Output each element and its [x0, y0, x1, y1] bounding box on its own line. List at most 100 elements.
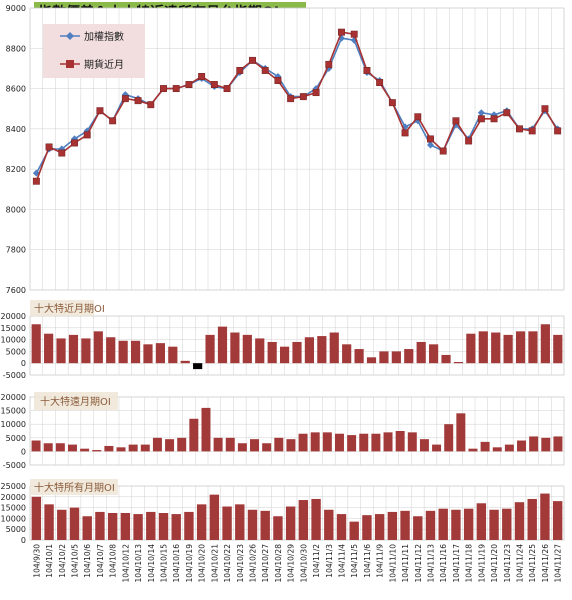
x-tick-label: 104/10/12	[121, 544, 130, 583]
far-bar	[116, 447, 126, 452]
futures-point	[325, 60, 333, 68]
x-tick-label: 104/11/9	[376, 544, 385, 578]
far-bar	[213, 437, 223, 452]
far-bar	[298, 433, 308, 452]
line-ytick-label: 7600	[6, 286, 26, 295]
all-bar	[489, 509, 499, 540]
near-ytick-label: 5000	[6, 347, 26, 356]
x-tick-label: 104/10/5	[71, 544, 80, 578]
near-bar	[304, 337, 315, 364]
near-bar	[242, 334, 252, 364]
futures-point	[185, 81, 193, 88]
all-bar	[222, 506, 232, 540]
near-bar	[56, 338, 66, 364]
x-tick-label: 104/11/12	[414, 544, 423, 583]
near-month-title: 十大特近月期OI	[34, 302, 105, 315]
near-bar	[130, 340, 141, 364]
legend-box	[43, 24, 145, 78]
all-bar	[324, 509, 334, 540]
futures-point	[338, 28, 345, 36]
x-tick-label: 104/11/27	[554, 544, 563, 583]
futures-point	[261, 66, 269, 74]
far-bar	[407, 432, 417, 452]
near-bar	[217, 326, 228, 364]
futures-point	[312, 89, 320, 97]
legend-index-marker	[66, 32, 74, 40]
futures-point	[134, 97, 142, 105]
far-bar	[274, 437, 284, 452]
far-bar	[43, 443, 53, 452]
x-tick-label: 104/10/29	[287, 544, 296, 583]
x-tick-label: 104/10/22	[223, 544, 232, 583]
futures-point	[236, 66, 244, 74]
x-tick-label: 104/10/30	[299, 544, 308, 583]
all-ytick-label: 15000	[1, 504, 26, 513]
x-tick-label: 104/11/10	[388, 544, 397, 583]
near-bar	[255, 338, 265, 364]
x-tick-label: 104/11/5	[350, 544, 359, 578]
x-tick-label: 104/10/13	[134, 544, 143, 583]
x-tick-label: 104/10/2	[58, 544, 67, 578]
near-bar	[342, 344, 352, 364]
all-bar	[502, 508, 512, 540]
all-bar	[146, 511, 156, 540]
far-bar	[262, 443, 272, 452]
near-bar	[416, 341, 426, 364]
futures-point	[376, 79, 384, 86]
x-tick-label: 104/10/8	[109, 544, 118, 578]
futures-point	[541, 105, 549, 113]
far-ytick-label: 10000	[1, 420, 26, 429]
x-tick-label: 104/11/6	[363, 544, 372, 578]
near-month-label-bg	[30, 300, 94, 316]
all-bar	[425, 510, 436, 540]
near-bar	[366, 357, 377, 364]
near-bar	[491, 332, 501, 364]
near-ytick-label: 10000	[1, 336, 26, 345]
x-axis-labels: 104/9/30 104/10/1 104/10/2 104/10/5 104/10/6…	[32, 544, 562, 583]
near-bar	[515, 331, 526, 364]
x-tick-label: 104/10/23	[236, 544, 245, 583]
all-bar	[184, 511, 194, 540]
all-bar	[260, 510, 270, 540]
near-ytick-label: 0	[21, 359, 26, 368]
far-bar	[237, 443, 247, 452]
futures-point	[45, 143, 53, 151]
far-bar	[189, 418, 199, 452]
x-tick-label: 104/10/19	[185, 544, 194, 583]
futures-point	[401, 129, 409, 137]
far-bar	[517, 440, 527, 452]
line-ytick-label: 8800	[6, 44, 26, 53]
far-bar	[201, 407, 211, 452]
x-tick-label: 104/10/27	[261, 544, 270, 583]
all-bar	[247, 509, 258, 540]
line-ytick-label: 9000	[6, 4, 26, 13]
all-bar	[196, 504, 207, 540]
futures-point	[554, 127, 562, 135]
far-bar	[504, 444, 514, 452]
far-bar	[152, 437, 162, 452]
far-bar	[444, 424, 454, 452]
far-bar	[31, 440, 41, 452]
far-bar	[165, 439, 175, 452]
far-ytick-label: 15000	[1, 407, 26, 416]
near-bar	[317, 336, 327, 364]
futures-point	[439, 147, 447, 155]
far-bar	[177, 437, 187, 452]
line-ytick-label: 8200	[6, 165, 26, 174]
near-bar	[553, 334, 563, 364]
near-bar	[205, 334, 215, 364]
far-bar	[529, 436, 539, 452]
far-bar	[383, 432, 393, 452]
legend-futures-label: 期貨近月	[84, 58, 124, 71]
all-ytick-label: 10000	[1, 514, 26, 523]
near-bar	[404, 349, 414, 364]
futures-point	[490, 115, 498, 123]
x-tick-label: 104/11/26	[541, 544, 550, 583]
near-bar	[118, 340, 128, 364]
far-bar	[92, 450, 102, 452]
all-bar	[69, 507, 80, 540]
x-tick-label: 104/11/11	[401, 544, 410, 583]
far-bar	[419, 439, 429, 452]
futures-point	[528, 127, 536, 135]
